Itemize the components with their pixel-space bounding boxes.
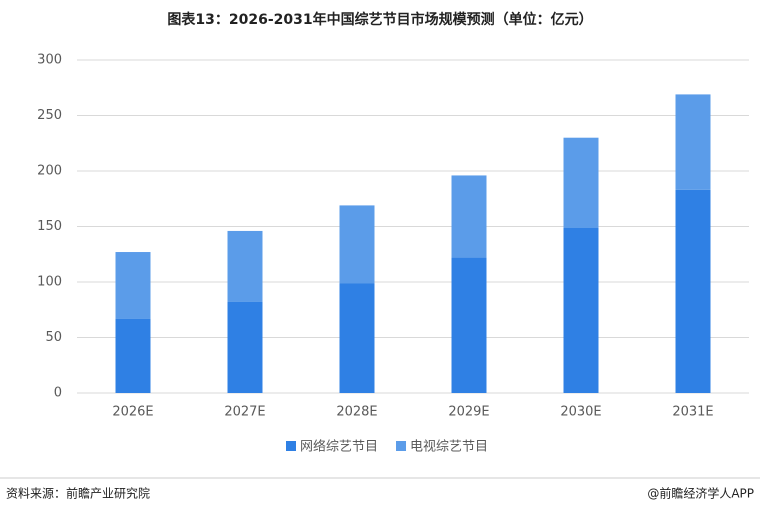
source: 资料来源：前瞻产业研究院 [6, 486, 150, 501]
bar-segment [563, 137, 599, 228]
y-tick-label: 100 [37, 275, 62, 290]
bar-segment [563, 227, 599, 393]
legend-label: 电视综艺节目 [410, 440, 488, 455]
chart-title: 图表13：2026-2031年中国综艺节目市场规模预测（单位：亿元） [167, 11, 592, 28]
x-tick-label: 2030E [560, 405, 601, 420]
bar-segment [339, 283, 375, 393]
x-tick-label: 2026E [112, 405, 153, 420]
y-tick-label: 300 [37, 53, 62, 68]
bar-segment [115, 252, 151, 319]
bar-segment [115, 318, 151, 393]
legend-swatch [396, 441, 407, 451]
bar-segment [675, 189, 711, 393]
legend-label: 网络综艺节目 [300, 439, 378, 455]
x-tick-label: 2028E [336, 405, 377, 420]
x-tick-label: 2027E [224, 405, 265, 420]
y-tick-label: 200 [37, 164, 62, 179]
y-tick-label: 50 [45, 330, 62, 345]
y-tick-label: 150 [37, 219, 62, 234]
bar-segment [339, 205, 375, 284]
bar-segment [227, 301, 263, 393]
bar-segment [451, 175, 487, 258]
bar-segment [227, 230, 263, 302]
bar-segment [675, 94, 711, 190]
y-tick-label: 250 [37, 108, 62, 123]
bar-segment [451, 257, 487, 393]
x-tick-label: 2029E [448, 405, 489, 420]
x-tick-label: 2031E [672, 405, 713, 420]
legend-swatch [286, 441, 296, 451]
y-tick-label: 0 [54, 386, 62, 401]
credit: @前瞻经济学人APP [647, 486, 754, 501]
